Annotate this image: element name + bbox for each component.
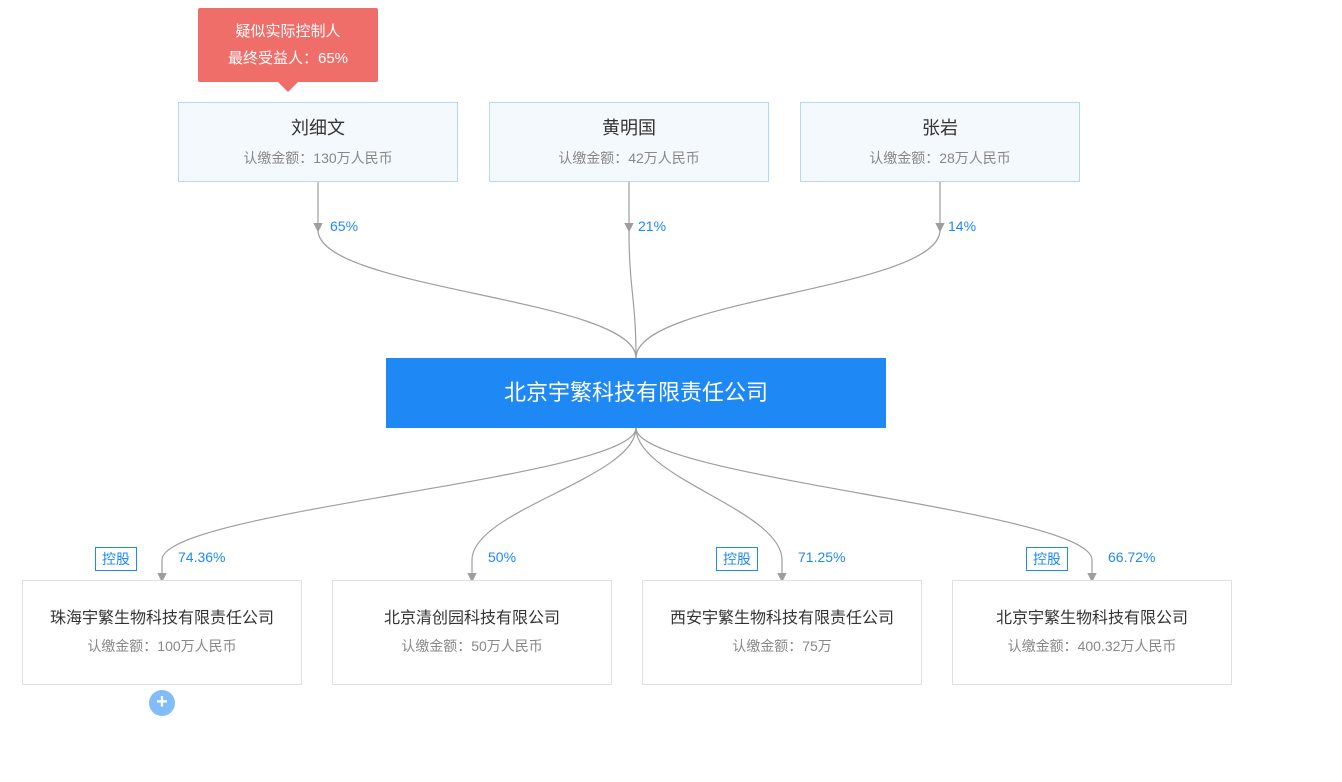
holding-tag: 控股 <box>1026 547 1068 571</box>
expand-plus-icon[interactable]: + <box>149 690 175 716</box>
subsidiary-name: 北京清创园科技有限公司 <box>384 607 560 631</box>
subsidiary-percent: 66.72% <box>1108 549 1155 565</box>
subsidiary-percent: 50% <box>488 549 516 565</box>
center-company-name: 北京宇繁科技有限责任公司 <box>504 375 768 410</box>
subsidiary-percent: 74.36% <box>178 549 225 565</box>
shareholder-node[interactable]: 黄明国认缴金额：42万人民币 <box>489 102 769 182</box>
subsidiary-node[interactable]: 西安宇繁生物科技有限责任公司认缴金额：75万 <box>642 580 922 685</box>
shareholder-capital: 认缴金额：42万人民币 <box>558 147 700 169</box>
subsidiary-percent: 71.25% <box>798 549 845 565</box>
holding-tag: 控股 <box>716 547 758 571</box>
subsidiary-node[interactable]: 珠海宇繁生物科技有限责任公司认缴金额：100万人民币 <box>22 580 302 685</box>
subsidiary-capital: 认缴金额：50万人民币 <box>401 635 543 657</box>
badge-line1: 疑似实际控制人 <box>216 18 360 45</box>
shareholder-capital: 认缴金额：130万人民币 <box>243 147 392 169</box>
shareholder-name: 张岩 <box>922 114 958 143</box>
holding-tag: 控股 <box>95 547 137 571</box>
shareholder-name: 黄明国 <box>602 114 656 143</box>
subsidiary-name: 西安宇繁生物科技有限责任公司 <box>670 607 894 631</box>
shareholder-node[interactable]: 刘细文认缴金额：130万人民币 <box>178 102 458 182</box>
center-company-node[interactable]: 北京宇繁科技有限责任公司 <box>386 358 886 428</box>
subsidiary-node[interactable]: 北京清创园科技有限公司认缴金额：50万人民币 <box>332 580 612 685</box>
subsidiary-capital: 认缴金额：400.32万人民币 <box>1008 635 1177 657</box>
shareholder-percent: 21% <box>638 218 666 234</box>
subsidiary-name: 北京宇繁生物科技有限公司 <box>996 607 1188 631</box>
shareholder-name: 刘细文 <box>291 114 345 143</box>
subsidiary-capital: 认缴金额：100万人民币 <box>87 635 236 657</box>
controller-badge: 疑似实际控制人 最终受益人：65% <box>198 8 378 82</box>
shareholder-percent: 14% <box>948 218 976 234</box>
equity-diagram: 疑似实际控制人 最终受益人：65% 北京宇繁科技有限责任公司 刘细文认缴金额：1… <box>0 0 1342 782</box>
subsidiary-capital: 认缴金额：75万 <box>732 635 832 657</box>
shareholder-node[interactable]: 张岩认缴金额：28万人民币 <box>800 102 1080 182</box>
shareholder-capital: 认缴金额：28万人民币 <box>869 147 1011 169</box>
subsidiary-node[interactable]: 北京宇繁生物科技有限公司认缴金额：400.32万人民币 <box>952 580 1232 685</box>
shareholder-percent: 65% <box>330 218 358 234</box>
subsidiary-name: 珠海宇繁生物科技有限责任公司 <box>50 607 274 631</box>
badge-line2: 最终受益人：65% <box>216 45 360 72</box>
